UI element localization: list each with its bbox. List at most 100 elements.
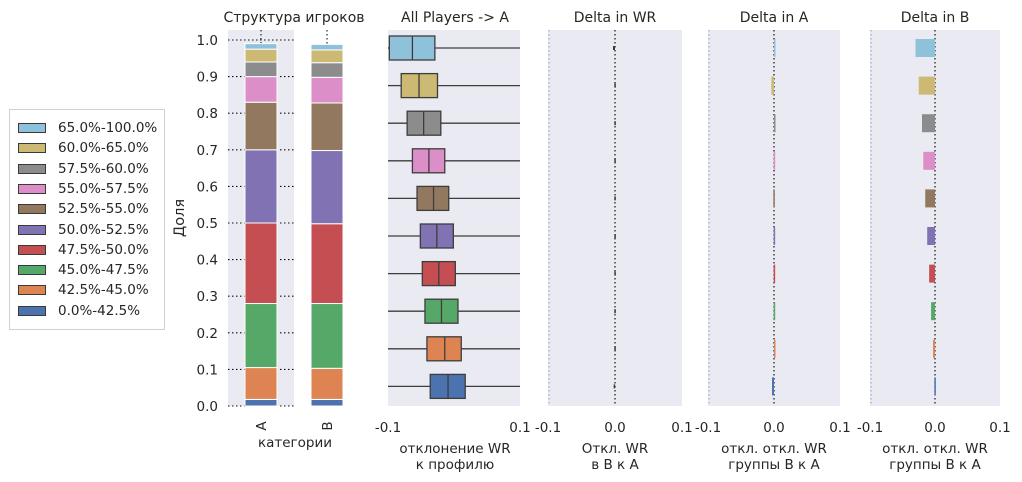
legend-swatch bbox=[18, 285, 46, 296]
legend-swatch bbox=[18, 224, 46, 235]
delta-bar bbox=[934, 377, 936, 396]
delta-bar bbox=[614, 234, 616, 238]
legend-item: 50.0%-52.5% bbox=[18, 220, 149, 240]
legend-label: 0.0%-42.5% bbox=[58, 302, 141, 319]
x-tick-label: -0.1 bbox=[535, 420, 561, 436]
legend-item: 47.5%-50.0% bbox=[18, 240, 149, 260]
y-tick-label: 0.4 bbox=[197, 253, 218, 269]
stacked-bar-segment bbox=[310, 150, 344, 225]
legend-item: 65.0%-100.0% bbox=[18, 118, 157, 138]
delta-bar bbox=[773, 151, 776, 170]
stacked-bar-segment bbox=[310, 76, 344, 104]
x-tick-label: -0.1 bbox=[375, 420, 401, 436]
legend-item: 45.0%-47.5% bbox=[18, 260, 149, 280]
x-axis-label-line-1: группы В к А bbox=[728, 457, 820, 473]
legend-item: 52.5%-55.0% bbox=[18, 199, 149, 219]
delta-bar bbox=[614, 271, 616, 276]
y-tick-label: 0.1 bbox=[197, 362, 218, 378]
legend-swatch bbox=[18, 265, 46, 276]
legend-item: 57.5%-60.0% bbox=[18, 159, 149, 179]
y-tick-label: 0.6 bbox=[197, 179, 218, 195]
delta-bar bbox=[922, 114, 935, 133]
delta-bar bbox=[774, 39, 776, 57]
delta-bar bbox=[614, 309, 616, 314]
stacked-bar-segment bbox=[244, 48, 278, 63]
delta-bar bbox=[613, 384, 616, 389]
chart-title: All Players -> A bbox=[401, 10, 509, 26]
x-tick-label: 0.0 bbox=[924, 420, 945, 436]
y-tick-label: 0.9 bbox=[197, 70, 218, 86]
legend-item: 60.0%-65.0% bbox=[18, 138, 149, 158]
x-axis-label-line-0: откл. откл. WR bbox=[721, 441, 827, 457]
legend-swatch bbox=[18, 163, 46, 174]
legend-label: 50.0%-52.5% bbox=[58, 221, 149, 238]
y-tick-label: 0.5 bbox=[197, 216, 218, 232]
delta-bar bbox=[771, 76, 774, 95]
delta-bar bbox=[614, 83, 616, 88]
legend-item: 55.0%-57.5% bbox=[18, 179, 149, 199]
x-tick-label: 0.0 bbox=[763, 420, 784, 436]
y-tick-label: 0.7 bbox=[197, 143, 218, 159]
delta-bar bbox=[915, 39, 935, 57]
legend-label: 47.5%-50.0% bbox=[58, 241, 149, 258]
delta-bar bbox=[925, 189, 935, 208]
stacked-bar-segment bbox=[244, 61, 278, 78]
stacked-bar-segment bbox=[310, 303, 344, 369]
x-tick-label: A bbox=[254, 421, 270, 431]
legend-label: 65.0%-100.0% bbox=[58, 120, 158, 136]
y-axis-label: Доля bbox=[172, 199, 188, 237]
x-tick-label: -0.1 bbox=[695, 420, 721, 436]
legend-label: 60.0%-65.0% bbox=[58, 140, 149, 157]
legend-swatch bbox=[18, 143, 46, 154]
legend-label: 55.0%-57.5% bbox=[58, 180, 149, 197]
stacked-bar-segment bbox=[310, 367, 344, 400]
x-tick-label: B bbox=[320, 421, 336, 430]
legend-item: 42.5%-45.0% bbox=[18, 280, 149, 300]
legend-swatch bbox=[18, 244, 46, 255]
delta-bar bbox=[773, 189, 775, 208]
x-axis-label-line-1: группы В к А bbox=[889, 457, 981, 473]
y-tick-label: 1.0 bbox=[197, 33, 218, 49]
chart-title: Структура игроков bbox=[223, 10, 364, 26]
chart-title: Delta in WR bbox=[574, 10, 657, 26]
stacked-bar-segment bbox=[310, 43, 344, 51]
x-axis-label-line-0: отклонение WR bbox=[399, 441, 510, 457]
stacked-bar-segment bbox=[310, 102, 344, 152]
chart-title: Delta in A bbox=[740, 10, 809, 26]
x-axis-label-line-1: в В к А bbox=[591, 457, 639, 473]
delta-bar bbox=[923, 151, 935, 170]
stacked-bar-segment bbox=[244, 76, 278, 103]
x-tick-label: 0.1 bbox=[989, 420, 1010, 436]
delta-bar bbox=[774, 339, 776, 358]
x-tick-label: 0.1 bbox=[829, 420, 850, 436]
stacked-bar-segment bbox=[244, 43, 278, 50]
legend-swatch bbox=[18, 183, 46, 194]
stacked-bar-segment bbox=[244, 222, 278, 305]
stacked-bar-segment bbox=[310, 49, 344, 64]
chart-title: Delta in B bbox=[901, 10, 970, 26]
stacked-bar-segment bbox=[244, 149, 278, 224]
stacked-bar-segment bbox=[244, 101, 278, 151]
legend-item: 0.0%-42.5% bbox=[18, 301, 140, 321]
delta-bar bbox=[612, 46, 615, 50]
stacked-bar-segment bbox=[310, 62, 344, 78]
delta-bar bbox=[614, 121, 616, 126]
delta-bar bbox=[933, 339, 935, 358]
x-tick-label: 0.0 bbox=[604, 420, 625, 436]
legend-swatch bbox=[18, 123, 46, 133]
legend-label: 42.5%-45.0% bbox=[58, 282, 149, 299]
y-tick-label: 0.8 bbox=[197, 106, 218, 122]
legend-label: 45.0%-47.5% bbox=[58, 262, 149, 279]
box bbox=[416, 185, 450, 212]
box bbox=[426, 336, 462, 362]
x-axis-label-line-0: откл. откл. WR bbox=[882, 441, 988, 457]
stacked-bar-segment bbox=[310, 398, 344, 407]
delta-bar bbox=[929, 264, 935, 283]
delta-bar bbox=[614, 158, 616, 163]
y-tick-label: 0.3 bbox=[197, 289, 218, 305]
delta-bar bbox=[773, 227, 776, 245]
delta-bar bbox=[614, 346, 616, 351]
y-tick-label: 0.0 bbox=[197, 399, 218, 415]
